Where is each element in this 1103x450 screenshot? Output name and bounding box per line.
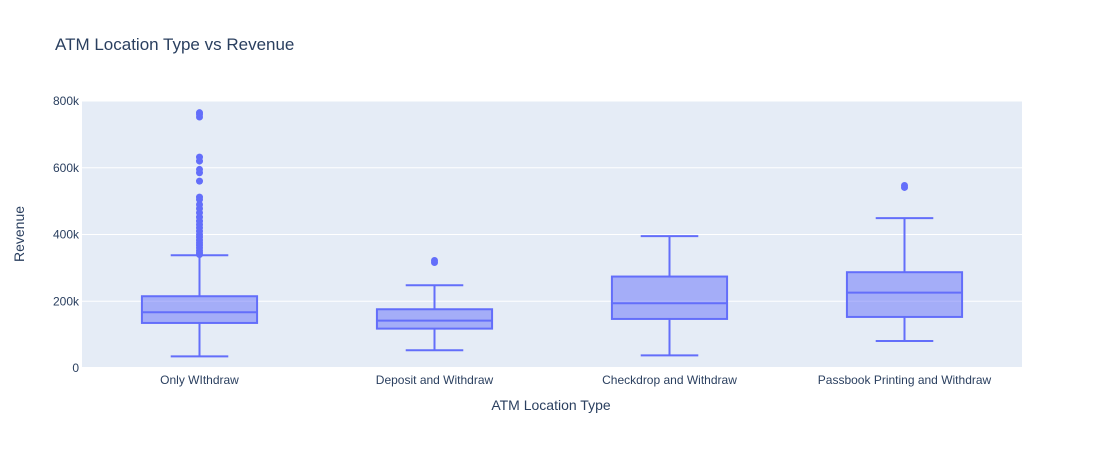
y-tick-label: 600k xyxy=(53,161,80,175)
outlier-point xyxy=(901,181,908,189)
outlier-point xyxy=(196,193,203,201)
x-axis-ticks: Only WIthdraw Deposit and Withdraw Checkdr… xyxy=(160,373,991,387)
outlier-point xyxy=(431,257,438,265)
y-tick-label: 400k xyxy=(53,228,80,242)
box-iqr xyxy=(845,271,964,318)
y-tick-label: 800k xyxy=(53,94,80,108)
box-series xyxy=(140,109,964,358)
box-group xyxy=(845,181,964,342)
box-iqr xyxy=(375,308,494,330)
y-axis-label: Revenue xyxy=(11,206,27,262)
x-axis-label: ATM Location Type xyxy=(491,397,611,413)
x-tick-label: Only WIthdraw xyxy=(160,373,239,387)
box-group xyxy=(610,235,729,357)
x-tick-label: Deposit and Withdraw xyxy=(376,373,494,387)
x-tick-label: Checkdrop and Withdraw xyxy=(602,373,737,387)
box-group xyxy=(140,109,259,358)
chart-title: ATM Location Type vs Revenue xyxy=(55,35,294,54)
box-group xyxy=(375,257,494,352)
outlier-point xyxy=(196,153,203,161)
y-tick-label: 0 xyxy=(72,361,79,375)
outlier-point xyxy=(196,200,203,208)
outlier-point xyxy=(196,165,203,173)
box-iqr xyxy=(140,295,259,324)
outlier-point xyxy=(196,177,203,185)
outlier-point xyxy=(196,109,203,117)
y-tick-label: 200k xyxy=(53,294,80,308)
y-axis-ticks: 0 200k 400k 600k 800k xyxy=(53,94,80,375)
box-iqr xyxy=(610,275,729,320)
x-tick-label: Passbook Printing and Withdraw xyxy=(818,373,992,387)
